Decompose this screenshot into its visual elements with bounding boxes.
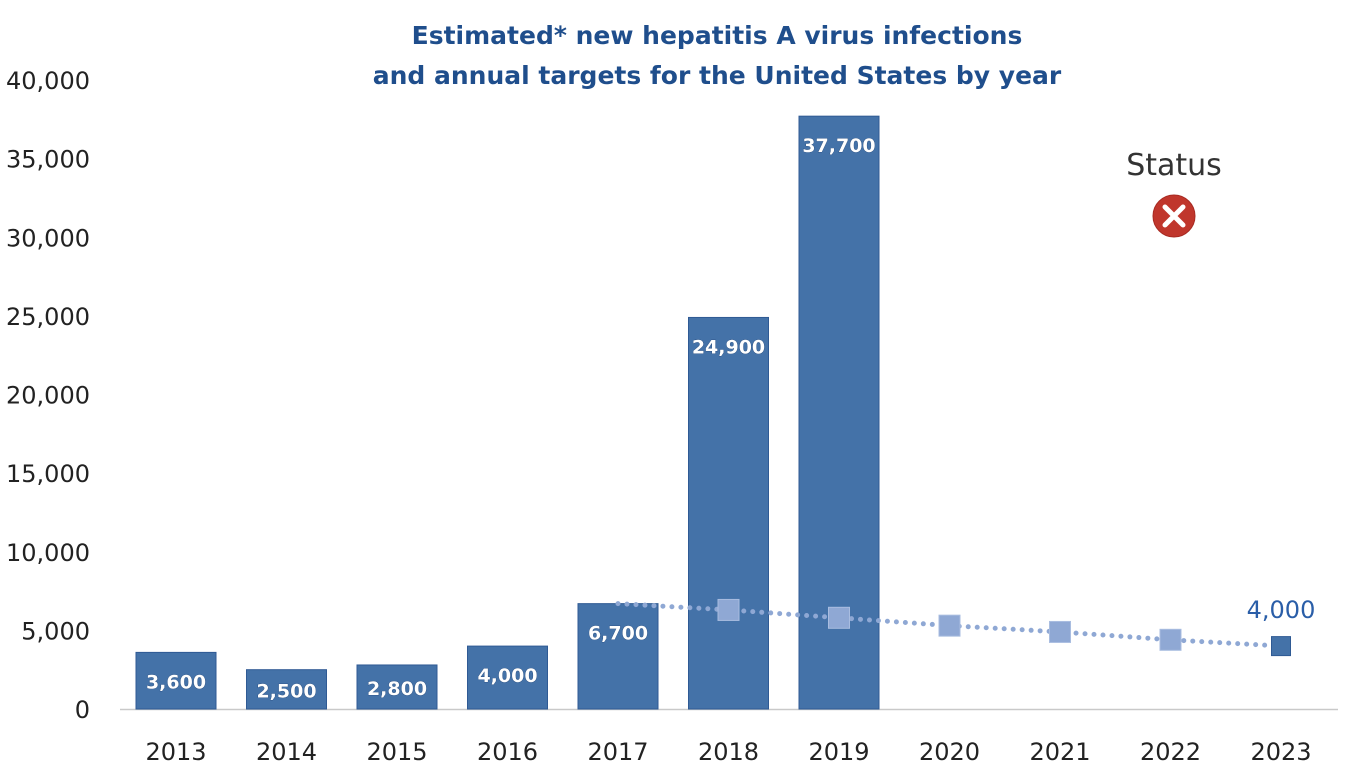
y-tick-label: 5,000 <box>21 617 90 645</box>
x-tick-label: 2020 <box>919 738 980 766</box>
y-tick-label: 20,000 <box>6 382 90 410</box>
x-tick-label: 2018 <box>698 738 759 766</box>
bar-data-label: 2,800 <box>367 678 427 700</box>
y-tick-label: 40,000 <box>6 67 90 95</box>
x-tick-label: 2021 <box>1029 738 1090 766</box>
chart-title-line-2: and annual targets for the United States… <box>373 61 1062 90</box>
y-axis: 0 5,000 10,000 15,000 20,000 25,000 30,000 35,0… <box>6 67 90 724</box>
bar-series: 3,600 2,500 2,800 4,000 6,700 24,900 37,700 <box>135 115 880 710</box>
bar-data-label: 37,700 <box>802 135 875 157</box>
x-tick-label: 2023 <box>1250 738 1311 766</box>
target-marker <box>1049 620 1071 643</box>
chart-title: Estimated* new hepatitis A virus infecti… <box>373 21 1062 90</box>
bar <box>246 669 327 710</box>
status-annotation: Status <box>1126 148 1222 238</box>
bar <box>135 651 217 710</box>
target-series: 4,000 <box>615 596 1316 657</box>
target-end-label: 4,000 <box>1247 596 1316 624</box>
bar <box>467 645 548 710</box>
bar-data-label: 6,700 <box>588 623 648 645</box>
bar <box>688 316 769 710</box>
bar-data-label: 24,900 <box>692 336 765 358</box>
target-marker <box>1159 628 1182 651</box>
x-tick-label: 2016 <box>477 738 538 766</box>
bar-data-label: 2,500 <box>256 680 316 702</box>
status-label: Status <box>1126 148 1222 183</box>
x-tick-label: 2013 <box>145 738 206 766</box>
target-marker <box>938 614 961 637</box>
chart-title-line-1: Estimated* new hepatitis A virus infecti… <box>412 21 1023 50</box>
x-tick-label: 2015 <box>366 738 427 766</box>
x-axis: 2013 2014 2015 2016 2017 2018 2019 2020 2021 2022… <box>145 738 1311 766</box>
x-tick-label: 2014 <box>256 738 317 766</box>
y-tick-label: 0 <box>75 696 90 724</box>
bar-data-label: 4,000 <box>477 665 537 687</box>
y-tick-label: 15,000 <box>6 460 90 488</box>
bar <box>577 603 659 710</box>
bar <box>356 664 438 710</box>
target-marker <box>828 606 850 629</box>
y-tick-label: 35,000 <box>6 146 90 174</box>
y-tick-label: 10,000 <box>6 539 90 567</box>
x-tick-label: 2019 <box>808 738 869 766</box>
bar-data-label: 3,600 <box>146 672 206 694</box>
x-circle-icon <box>1152 194 1196 238</box>
x-tick-label: 2022 <box>1140 738 1201 766</box>
x-tick-label: 2017 <box>587 738 648 766</box>
target-marker <box>1271 636 1291 657</box>
target-marker <box>717 598 740 621</box>
y-tick-label: 25,000 <box>6 303 90 331</box>
y-tick-label: 30,000 <box>6 224 90 252</box>
